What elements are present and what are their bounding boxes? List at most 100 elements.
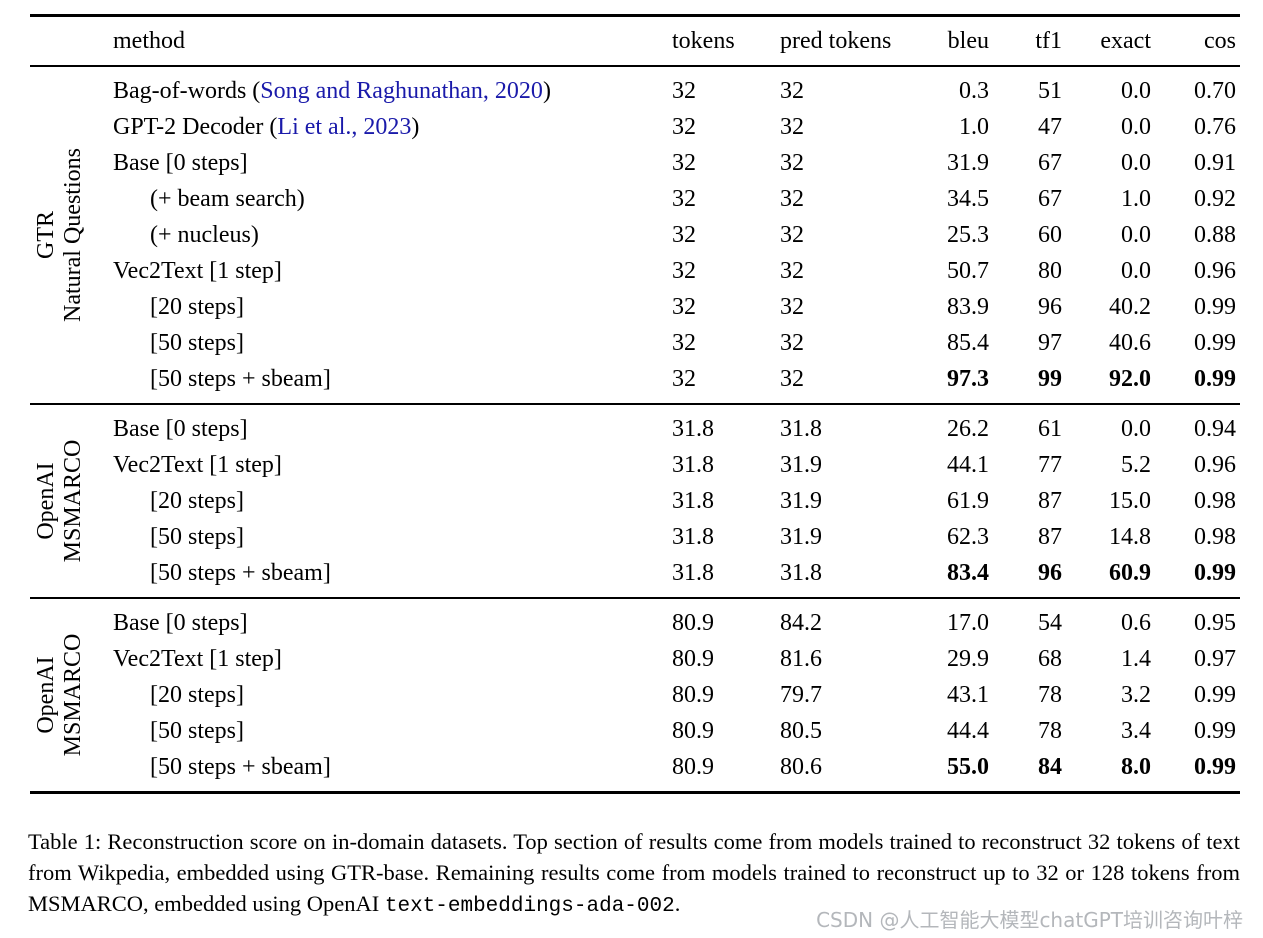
tf1-cell: 78	[1038, 681, 1062, 708]
section-label-rotated-text: OpenAI MSMARCO	[33, 633, 86, 757]
citation-link[interactable]: Song and Raghunathan, 2020	[260, 77, 543, 104]
bleu-cell: 55.0	[947, 753, 989, 780]
method-cell: (+ beam search)	[90, 181, 672, 217]
method-cell: GPT-2 Decoder (Li et al., 2023)	[90, 109, 672, 145]
tf1-cell: 68	[1038, 645, 1062, 672]
table-row: [50 steps + sbeam] 31.8 31.8 83.4 96 60.9 0.99	[30, 555, 1240, 598]
exact-cell: 0.0	[1121, 149, 1151, 176]
method-cell: [50 steps + sbeam]	[90, 749, 672, 793]
results-table: method tokens pred tokens bleu tf1 exact…	[30, 14, 1240, 794]
tokens-cell: 32	[672, 329, 696, 356]
method-text: [20 steps]	[150, 681, 244, 708]
bleu-cell: 44.1	[947, 451, 989, 478]
tf1-cell: 87	[1038, 487, 1062, 514]
exact-cell: 14.8	[1109, 523, 1151, 550]
pred-tokens-cell: 31.9	[780, 451, 822, 478]
method-cell: Vec2Text [1 step]	[90, 641, 672, 677]
bleu-cell: 43.1	[947, 681, 989, 708]
bleu-cell: 31.9	[947, 149, 989, 176]
cos-cell: 0.99	[1194, 293, 1236, 320]
tokens-cell: 32	[672, 113, 696, 140]
table-row: Vec2Text [1 step] 80.9 81.6 29.9 68 1.4 0.97	[30, 641, 1240, 677]
exact-cell: 0.6	[1121, 609, 1151, 636]
cos-cell: 0.99	[1194, 365, 1236, 392]
pred-tokens-cell: 32	[780, 221, 804, 248]
bleu-cell: 17.0	[947, 609, 989, 636]
method-cell: Vec2Text [1 step]	[90, 447, 672, 483]
section-label: GTR Natural Questions	[30, 66, 90, 404]
pred-tokens-cell: 32	[780, 293, 804, 320]
method-cell: [20 steps]	[90, 289, 672, 325]
tf1-cell: 77	[1038, 451, 1062, 478]
tf1-cell: 61	[1038, 415, 1062, 442]
exact-cell: 92.0	[1109, 365, 1151, 392]
cos-cell: 0.96	[1194, 451, 1236, 478]
method-cell: Vec2Text [1 step]	[90, 253, 672, 289]
tokens-cell: 32	[672, 77, 696, 104]
citation-link[interactable]: Li et al., 2023	[277, 113, 412, 140]
tf1-cell: 80	[1038, 257, 1062, 284]
tokens-cell: 31.8	[672, 559, 714, 586]
pred-tokens-cell: 31.8	[780, 415, 822, 442]
method-text: [50 steps + sbeam]	[150, 365, 331, 392]
section-label-rotated-text: OpenAI MSMARCO	[33, 439, 86, 563]
tokens-cell: 31.8	[672, 415, 714, 442]
method-cell: Base [0 steps]	[90, 598, 672, 641]
pred-tokens-cell: 80.5	[780, 717, 822, 744]
tokens-cell: 80.9	[672, 609, 714, 636]
tokens-cell: 32	[672, 185, 696, 212]
exact-cell: 3.4	[1121, 717, 1151, 744]
method-text: [20 steps]	[150, 487, 244, 514]
table-row: [50 steps] 80.9 80.5 44.4 78 3.4 0.99	[30, 713, 1240, 749]
cos-cell: 0.97	[1194, 645, 1236, 672]
table-row: Vec2Text [1 step] 32 32 50.7 80 0.0 0.96	[30, 253, 1240, 289]
method-text: [20 steps]	[150, 293, 244, 320]
exact-cell: 8.0	[1121, 753, 1151, 780]
table-section-1: OpenAI MSMARCO Base [0 steps] 31.8 31.8 26.2 6…	[30, 404, 1240, 598]
bleu-cell: 25.3	[947, 221, 989, 248]
section-label: OpenAI MSMARCO	[30, 404, 90, 598]
caption-period: .	[674, 891, 681, 916]
pred-tokens-cell: 79.7	[780, 681, 822, 708]
pred-tokens-cell: 32	[780, 365, 804, 392]
cos-cell: 0.70	[1194, 77, 1236, 104]
method-text: )	[542, 77, 551, 104]
method-text: Bag-of-words (	[113, 77, 261, 104]
cos-cell: 0.99	[1194, 329, 1236, 356]
tf1-cell: 96	[1038, 293, 1062, 320]
cos-cell: 0.99	[1194, 681, 1236, 708]
cos-cell: 0.95	[1194, 609, 1236, 636]
table-caption: Table 1: Reconstruction score on in-doma…	[28, 826, 1240, 922]
exact-cell: 3.2	[1121, 681, 1151, 708]
table-section-0: GTR Natural Questions Bag-of-words (Song a…	[30, 66, 1240, 404]
bleu-cell: 0.3	[959, 77, 989, 104]
tf1-cell: 67	[1038, 149, 1062, 176]
bleu-cell: 29.9	[947, 645, 989, 672]
method-cell: (+ nucleus)	[90, 217, 672, 253]
method-text: (+ nucleus)	[150, 221, 259, 248]
bleu-cell: 62.3	[947, 523, 989, 550]
exact-cell: 0.0	[1121, 77, 1151, 104]
tokens-cell: 32	[672, 257, 696, 284]
tokens-cell: 31.8	[672, 487, 714, 514]
method-text: )	[411, 113, 420, 140]
cos-cell: 0.92	[1194, 185, 1236, 212]
col-header-pred-tokens: pred tokens	[780, 27, 892, 54]
method-cell: Bag-of-words (Song and Raghunathan, 2020…	[90, 66, 672, 109]
tf1-cell: 96	[1038, 559, 1062, 586]
tf1-cell: 78	[1038, 717, 1062, 744]
pred-tokens-cell: 31.8	[780, 559, 822, 586]
exact-cell: 0.0	[1121, 221, 1151, 248]
method-text: GPT-2 Decoder (	[113, 113, 278, 140]
method-cell: Base [0 steps]	[90, 145, 672, 181]
method-text: [50 steps + sbeam]	[150, 753, 331, 780]
cos-cell: 0.99	[1194, 753, 1236, 780]
pred-tokens-cell: 32	[780, 185, 804, 212]
method-cell: [50 steps]	[90, 519, 672, 555]
bleu-cell: 50.7	[947, 257, 989, 284]
method-cell: [50 steps + sbeam]	[90, 555, 672, 598]
table-row: OpenAI MSMARCO Base [0 steps] 80.9 84.2 17.0 5…	[30, 598, 1240, 757]
table-row: OpenAI MSMARCO Base [0 steps] 31.8 31.8 26.2 6…	[30, 404, 1240, 563]
method-cell: [50 steps + sbeam]	[90, 361, 672, 404]
